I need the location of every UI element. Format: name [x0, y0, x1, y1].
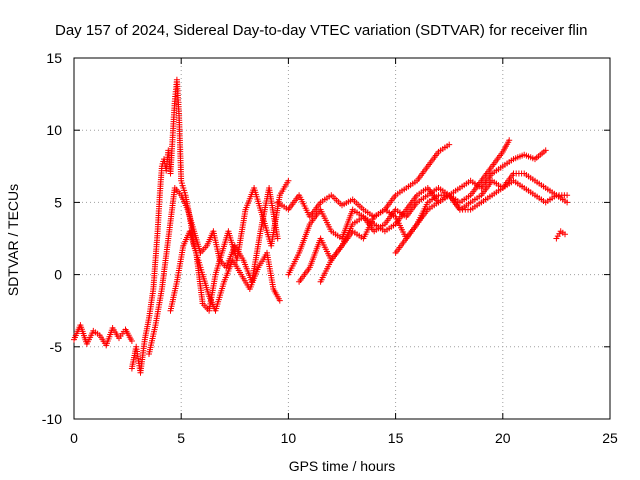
x-tick-label: 10 [281, 430, 297, 446]
x-tick-label: 0 [70, 430, 78, 446]
x-tick-label: 25 [602, 430, 618, 446]
data-point [562, 231, 568, 238]
data-point [542, 147, 549, 154]
data-points [71, 76, 571, 376]
y-tick-label: 5 [54, 194, 62, 210]
x-tick-label: 15 [388, 430, 404, 446]
data-point [276, 297, 283, 304]
data-point [506, 137, 513, 144]
axis-ticks [73, 57, 611, 420]
data-point [285, 177, 292, 184]
chart-title: Day 157 of 2024, Sidereal Day-to-day VTE… [55, 22, 587, 39]
x-axis-label: GPS time / hours [289, 458, 396, 474]
x-tick-label: 20 [495, 430, 511, 446]
y-tick-label: -5 [50, 339, 63, 355]
y-tick-label: 10 [46, 122, 62, 138]
data-point [128, 338, 135, 344]
tick-labels: 0 5 10 15 20 25 -10 -5 0 5 10 15 [42, 50, 618, 446]
y-tick-label: 0 [54, 267, 62, 283]
y-tick-label: 15 [46, 50, 62, 66]
y-tick-label: -10 [42, 411, 62, 427]
plot-frame [73, 57, 611, 420]
x-tick-label: 5 [177, 430, 185, 446]
data-point [564, 199, 571, 206]
y-axis-label: SDTVAR / TECUs [5, 184, 21, 296]
data-point [274, 235, 281, 242]
data-point [446, 141, 453, 148]
data-point [564, 192, 571, 199]
